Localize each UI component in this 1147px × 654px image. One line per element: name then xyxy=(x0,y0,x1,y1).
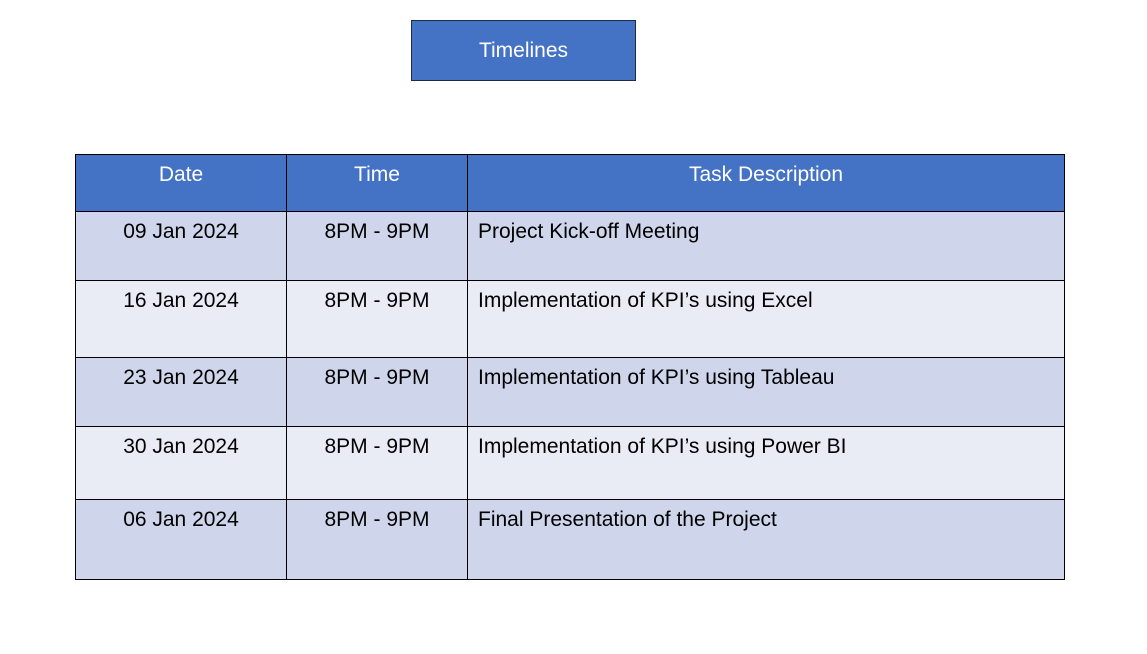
table-row: 30 Jan 2024 8PM - 9PM Implementation of … xyxy=(75,426,1065,500)
row-date: 16 Jan 2024 xyxy=(75,280,287,358)
row-date: 30 Jan 2024 xyxy=(75,426,287,500)
table-header-row: Date Time Task Description xyxy=(75,154,1065,212)
page-title: Timelines xyxy=(478,38,569,62)
header-task-description: Task Description xyxy=(467,154,1065,212)
table-row: 06 Jan 2024 8PM - 9PM Final Presentation… xyxy=(75,499,1065,580)
row-task: Project Kick-off Meeting xyxy=(467,211,1065,281)
header-date: Date xyxy=(75,154,287,212)
row-date: 09 Jan 2024 xyxy=(75,211,287,281)
table-row: 09 Jan 2024 8PM - 9PM Project Kick-off M… xyxy=(75,211,1065,281)
row-time: 8PM - 9PM xyxy=(286,426,468,500)
row-task: Implementation of KPI’s using Tableau xyxy=(467,357,1065,427)
timeline-table: Date Time Task Description 09 Jan 2024 8… xyxy=(75,154,1065,580)
row-task: Implementation of KPI’s using Excel xyxy=(467,280,1065,358)
row-time: 8PM - 9PM xyxy=(286,211,468,281)
row-date: 23 Jan 2024 xyxy=(75,357,287,427)
row-time: 8PM - 9PM xyxy=(286,499,468,580)
row-task: Final Presentation of the Project xyxy=(467,499,1065,580)
row-time: 8PM - 9PM xyxy=(286,280,468,358)
row-task: Implementation of KPI’s using Power BI xyxy=(467,426,1065,500)
row-time: 8PM - 9PM xyxy=(286,357,468,427)
timelines-title-box: Timelines xyxy=(411,20,636,81)
table-row: 16 Jan 2024 8PM - 9PM Implementation of … xyxy=(75,280,1065,358)
header-time: Time xyxy=(286,154,468,212)
table-row: 23 Jan 2024 8PM - 9PM Implementation of … xyxy=(75,357,1065,427)
row-date: 06 Jan 2024 xyxy=(75,499,287,580)
